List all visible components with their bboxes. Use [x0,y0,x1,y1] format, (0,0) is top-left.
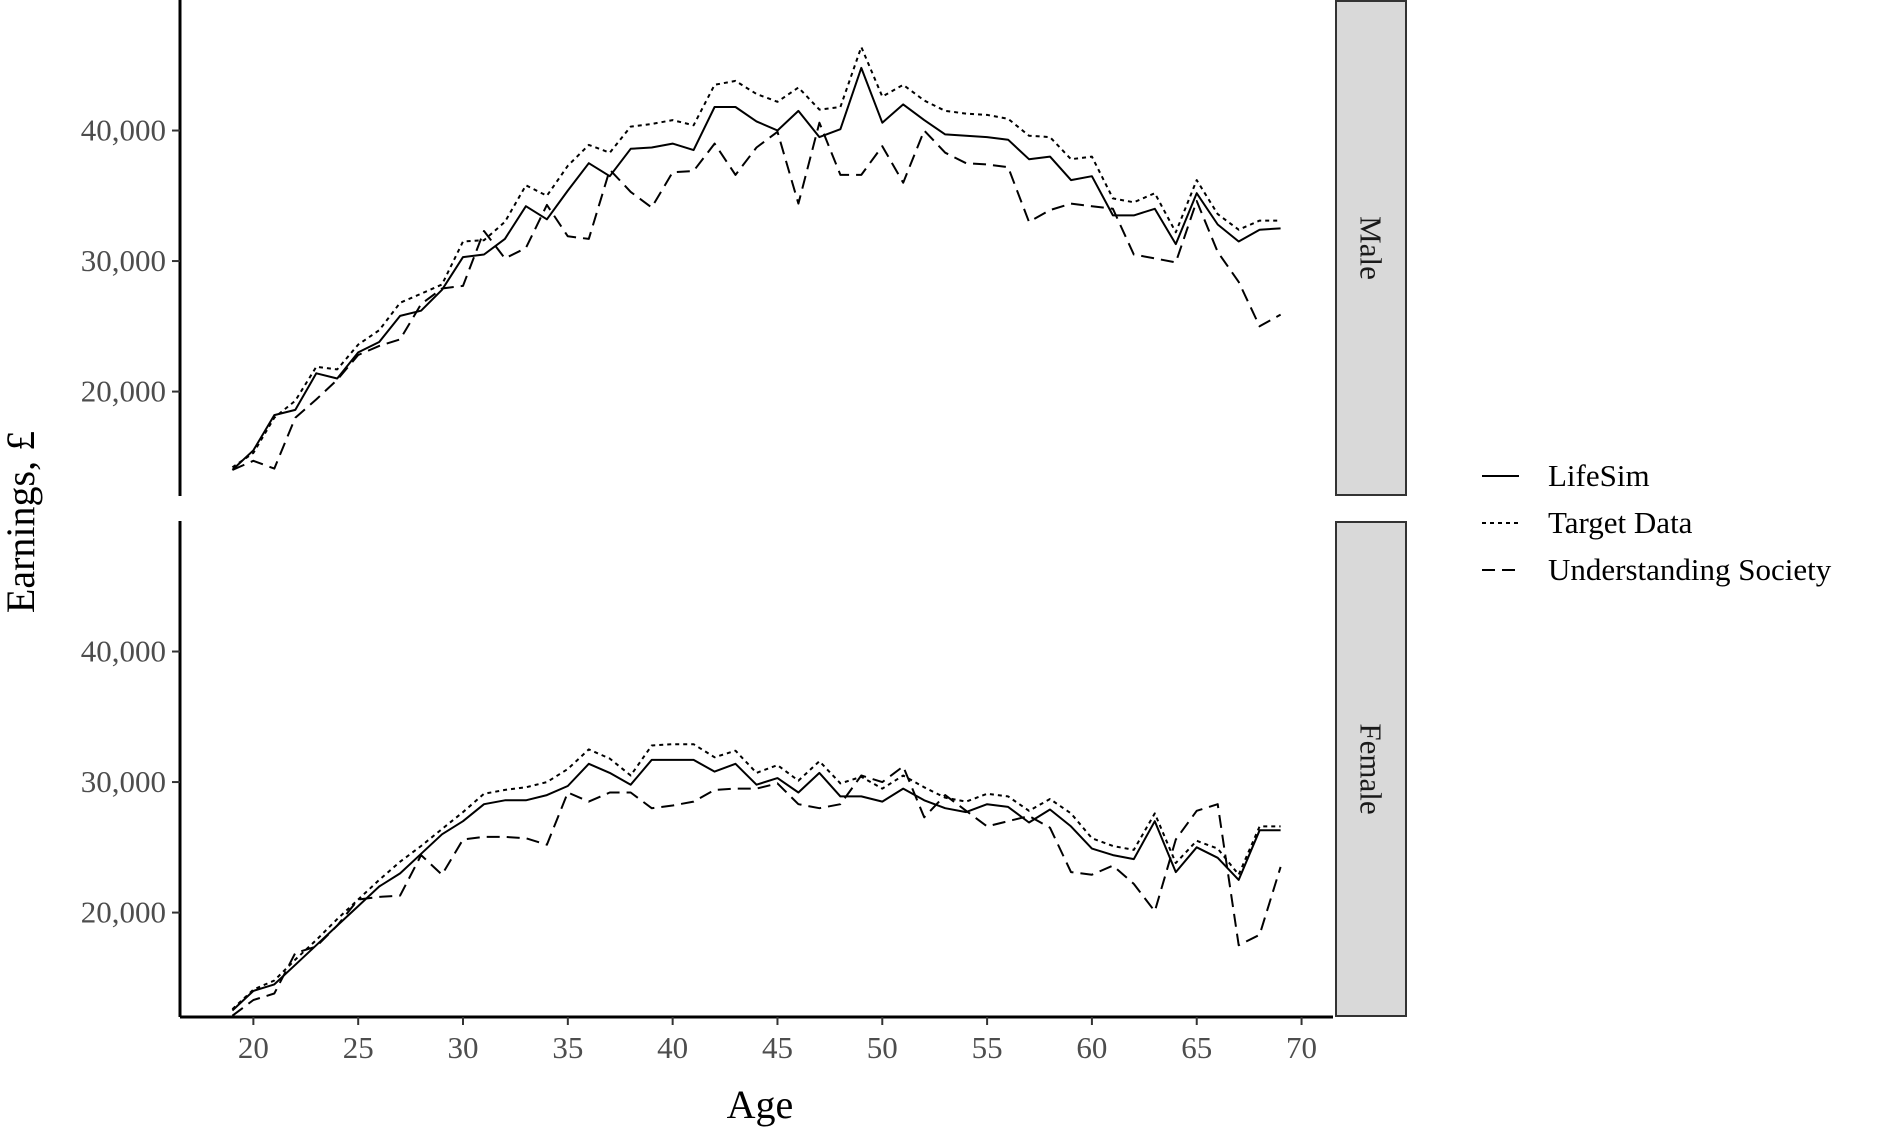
facet-strip-female [1335,521,1407,1017]
x-tick-label-30: 30 [448,1030,479,1065]
y-axis-title: Earnings, £ [0,431,43,613]
series-line-male-target-data [231,46,1281,469]
y-tick-label-female-40000: 40,000 [81,634,166,669]
y-tick-label-female-30000: 30,000 [81,764,166,799]
x-tick-label-65: 65 [1181,1030,1212,1065]
x-tick-label-20: 20 [238,1030,269,1065]
legend: LifeSim Target Data Understanding Society [1482,458,1832,587]
x-tick-label-35: 35 [552,1030,583,1065]
y-tick-label-male-20000: 20,000 [81,374,166,409]
y-tick-label-female-20000: 20,000 [81,895,166,930]
facet-strip-male [1335,0,1407,496]
x-tick-label-25: 25 [343,1030,374,1065]
series-line-female-target-data [231,743,1281,1010]
y-tick-label-male-40000: 40,000 [81,113,166,148]
legend-label-understanding-society: Understanding Society [1548,552,1832,587]
series-line-male-lifesim [231,66,1281,471]
x-tick-label-60: 60 [1076,1030,1107,1065]
panel-male: 20,000 30,000 40,000 Male [81,0,1407,496]
x-tick-label-70: 70 [1286,1030,1317,1065]
series-line-female-understanding-society [231,765,1282,1017]
x-tick-label-40: 40 [657,1030,688,1065]
panels-layer: 20,000 30,000 40,000 Male 20,000 30,000 40,000… [81,0,1407,1017]
y-tick-label-male-30000: 30,000 [81,243,166,278]
panel-female: 20,000 30,000 40,000 Female [81,521,1407,1017]
x-axis-title: Age [727,1082,794,1127]
facet-strip-label-female: Female [1354,723,1389,814]
legend-label-lifesim: LifeSim [1548,458,1650,493]
x-tick-label-55: 55 [972,1030,1003,1065]
series-line-male-understanding-society [232,121,1282,471]
series-line-female-lifesim [231,758,1281,1012]
x-axis: 20 25 30 35 40 45 50 55 60 65 70 [180,1015,1333,1065]
facet-strip-label-male: Male [1354,216,1389,280]
legend-label-target-data: Target Data [1548,505,1693,540]
x-tick-label-50: 50 [867,1030,898,1065]
x-tick-label-45: 45 [762,1030,793,1065]
